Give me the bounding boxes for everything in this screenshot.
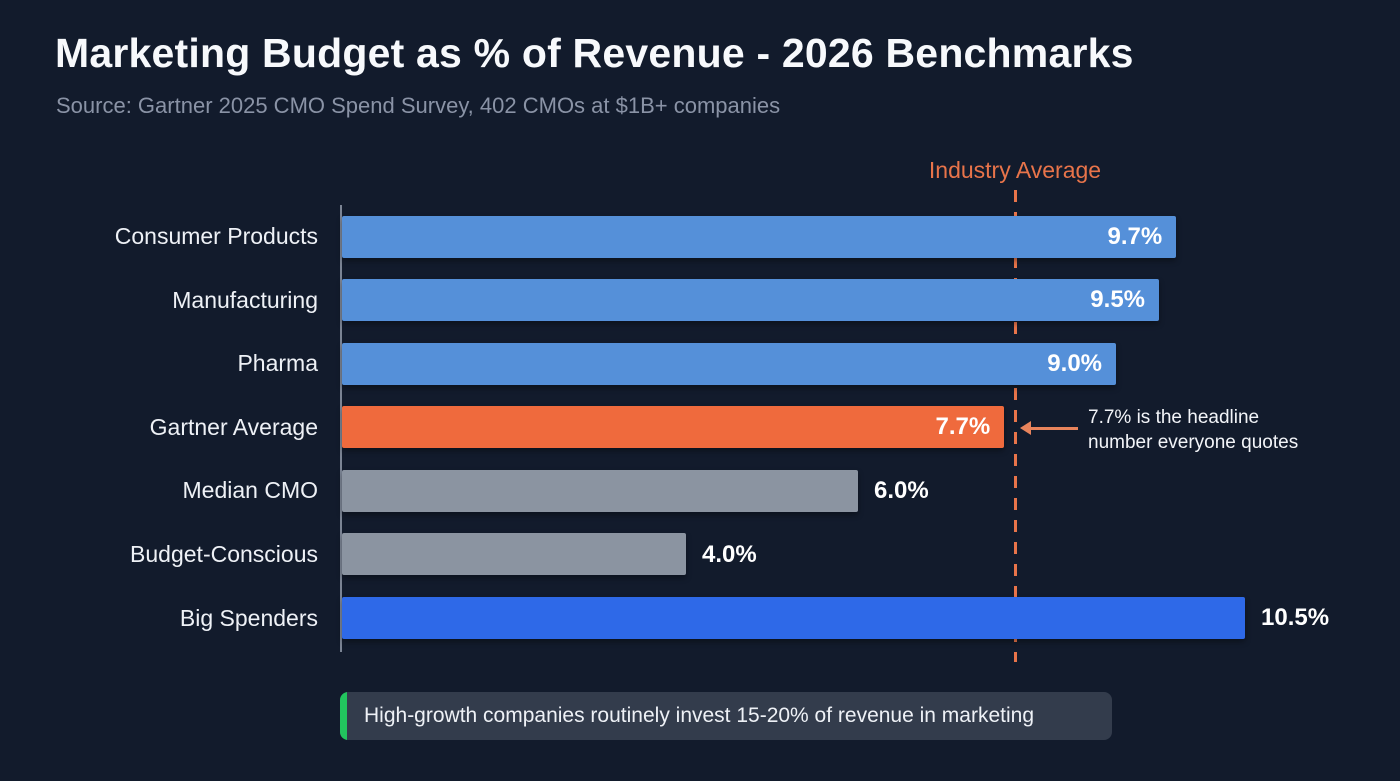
callout-accent-bar xyxy=(340,692,347,740)
category-label: Pharma xyxy=(237,350,318,377)
chart-row: Pharma 9.0% xyxy=(0,332,1400,396)
value-label: 4.0% xyxy=(702,540,757,568)
bar xyxy=(342,533,686,576)
y-axis-line xyxy=(340,205,342,652)
bar xyxy=(342,597,1245,640)
bar: 9.5% xyxy=(342,279,1159,322)
callout-text: High-growth companies routinely invest 1… xyxy=(364,704,1035,727)
value-label: 7.7% xyxy=(935,413,991,441)
chart-row: Gartner Average 7.7% xyxy=(0,396,1400,460)
annotation-line-2: number everyone quotes xyxy=(1088,432,1299,453)
chart-row: Consumer Products 9.7% xyxy=(0,205,1400,269)
callout-banner: High-growth companies routinely invest 1… xyxy=(340,692,1112,740)
value-label: 9.5% xyxy=(1090,286,1145,314)
reference-line xyxy=(1014,190,1018,662)
category-label: Manufacturing xyxy=(172,286,318,313)
chart-title: Marketing Budget as % of Revenue - 2026 … xyxy=(55,30,1134,76)
bar-chart: Consumer Products 9.7% Manufacturing 9.5% Ph… xyxy=(0,205,1400,652)
category-label: Budget-Conscious xyxy=(130,540,318,567)
category-label: Gartner Average xyxy=(149,413,318,440)
bar: 9.0% xyxy=(342,342,1116,385)
arrow-head-icon xyxy=(1020,421,1031,435)
category-label: Consumer Products xyxy=(114,223,318,249)
chart-rows: Consumer Products 9.7% Manufacturing 9.5% Ph… xyxy=(0,205,1400,652)
category-label: Big Spenders xyxy=(179,604,318,631)
value-label: 9.0% xyxy=(1047,349,1102,377)
arrow-shaft xyxy=(1029,427,1078,430)
bar: 7.7% xyxy=(342,406,1005,449)
bar: 9.7% xyxy=(342,215,1177,258)
category-label: Median CMO xyxy=(182,477,318,504)
annotation-line-1: 7.7% is the headline xyxy=(1088,407,1260,428)
reference-line-label: Industry Average xyxy=(928,157,1102,183)
bar xyxy=(342,469,858,512)
chart-source-subtitle: Source: Gartner 2025 CMO Spend Survey, 4… xyxy=(56,93,781,118)
chart-row: Manufacturing 9.5% xyxy=(0,269,1400,333)
value-label: 6.0% xyxy=(874,477,929,505)
chart-row: Big Spenders 10.5% xyxy=(0,587,1400,651)
chart-row: Median CMO 6.0% xyxy=(0,459,1400,523)
annotation-text: 7.7% is the headline number everyone quo… xyxy=(1088,405,1298,455)
value-label: 9.7% xyxy=(1107,222,1163,250)
annotation-arrow-icon xyxy=(1020,421,1078,435)
value-label: 10.5% xyxy=(1261,604,1330,632)
chart-row: Budget-Conscious 4.0% xyxy=(0,523,1400,587)
